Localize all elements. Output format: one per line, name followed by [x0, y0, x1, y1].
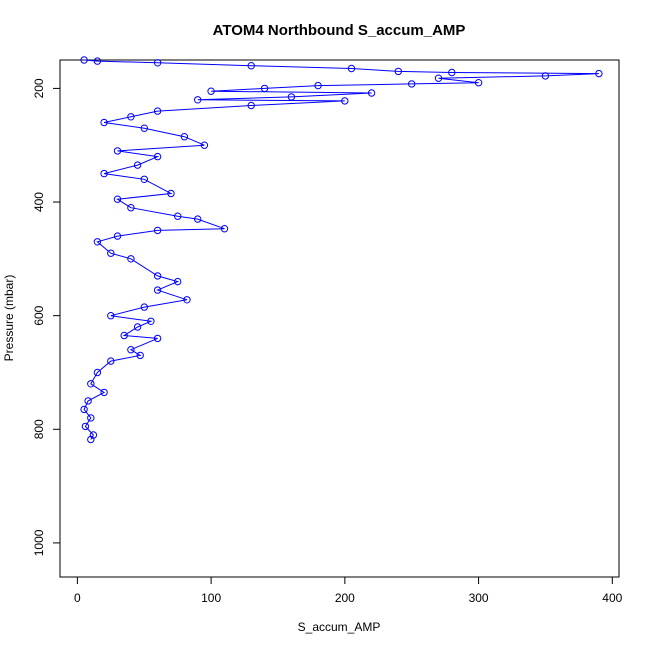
data-point	[127, 255, 135, 263]
data-point	[113, 147, 122, 155]
data-point	[100, 169, 108, 178]
plot-frame	[59, 59, 620, 578]
x-tick-label: 300	[469, 591, 489, 605]
data-point	[341, 97, 349, 105]
data-point	[287, 93, 296, 101]
data-point	[153, 152, 162, 161]
x-axis: 0 100 200 300 400	[74, 576, 623, 605]
data-point	[84, 397, 92, 405]
data-point	[140, 303, 149, 311]
data-point	[153, 59, 162, 67]
data-point	[93, 238, 102, 246]
data-point	[140, 175, 149, 184]
data-point	[113, 195, 122, 203]
data-point	[107, 312, 115, 320]
data-point	[595, 69, 603, 78]
data-point	[434, 74, 443, 82]
data-point	[194, 215, 202, 223]
data-point	[367, 89, 376, 97]
data-point	[93, 57, 102, 65]
y-tick-label: 200	[32, 78, 46, 98]
data-point	[127, 113, 135, 121]
data-point	[127, 346, 135, 354]
data-point	[394, 67, 402, 76]
data-point	[80, 405, 88, 414]
data-point	[80, 56, 88, 64]
data-point	[107, 249, 115, 257]
y-tick-label: 800	[32, 419, 46, 439]
y-tick-label: 600	[32, 305, 46, 325]
data-point	[207, 87, 215, 95]
data-point	[347, 64, 356, 73]
data-point	[194, 96, 202, 104]
data-point	[541, 72, 550, 80]
x-tick-label: 100	[201, 591, 221, 605]
data-point	[247, 101, 255, 110]
data-point	[247, 61, 255, 70]
data-point	[260, 84, 269, 93]
data-point	[474, 79, 483, 87]
data-point	[107, 357, 115, 365]
y-tick-label: 1000	[32, 529, 46, 556]
data-point	[100, 388, 108, 397]
x-axis-label: S_accum_AMP	[298, 620, 381, 634]
data-point	[167, 189, 175, 198]
data-point	[81, 422, 90, 431]
x-tick-label: 400	[602, 591, 622, 605]
data-point	[113, 232, 122, 240]
data-point	[153, 107, 162, 115]
data-point	[133, 323, 142, 331]
y-axis: 200 400 600 800 1000	[32, 78, 61, 556]
series-line	[83, 59, 599, 440]
data-point	[87, 414, 95, 422]
x-tick-label: 200	[335, 591, 355, 605]
x-tick-label: 0	[74, 591, 81, 605]
data-point	[153, 334, 162, 343]
data-point	[153, 226, 162, 235]
data-point	[153, 286, 162, 294]
data-layer	[80, 56, 603, 444]
y-axis-label: Pressure (mbar)	[2, 275, 16, 362]
data-point	[314, 81, 322, 90]
data-point	[120, 331, 128, 340]
data-point	[127, 204, 135, 212]
data-point	[93, 368, 102, 377]
data-point	[174, 212, 182, 220]
data-point	[153, 272, 162, 280]
data-point	[87, 380, 95, 388]
data-point	[100, 118, 108, 127]
data-point	[180, 133, 189, 141]
data-point	[136, 351, 144, 360]
data-point	[147, 317, 155, 325]
data-point	[87, 435, 95, 444]
data-point	[133, 161, 142, 169]
y-tick-label: 400	[32, 192, 46, 212]
data-point	[174, 277, 182, 286]
data-point	[448, 68, 456, 77]
data-point	[200, 141, 209, 149]
data-point	[408, 80, 416, 88]
chart-title: ATOM4 Northbound S_accum_AMP	[213, 22, 466, 39]
data-point	[220, 225, 229, 233]
data-point	[183, 296, 191, 304]
data-point	[140, 124, 149, 132]
